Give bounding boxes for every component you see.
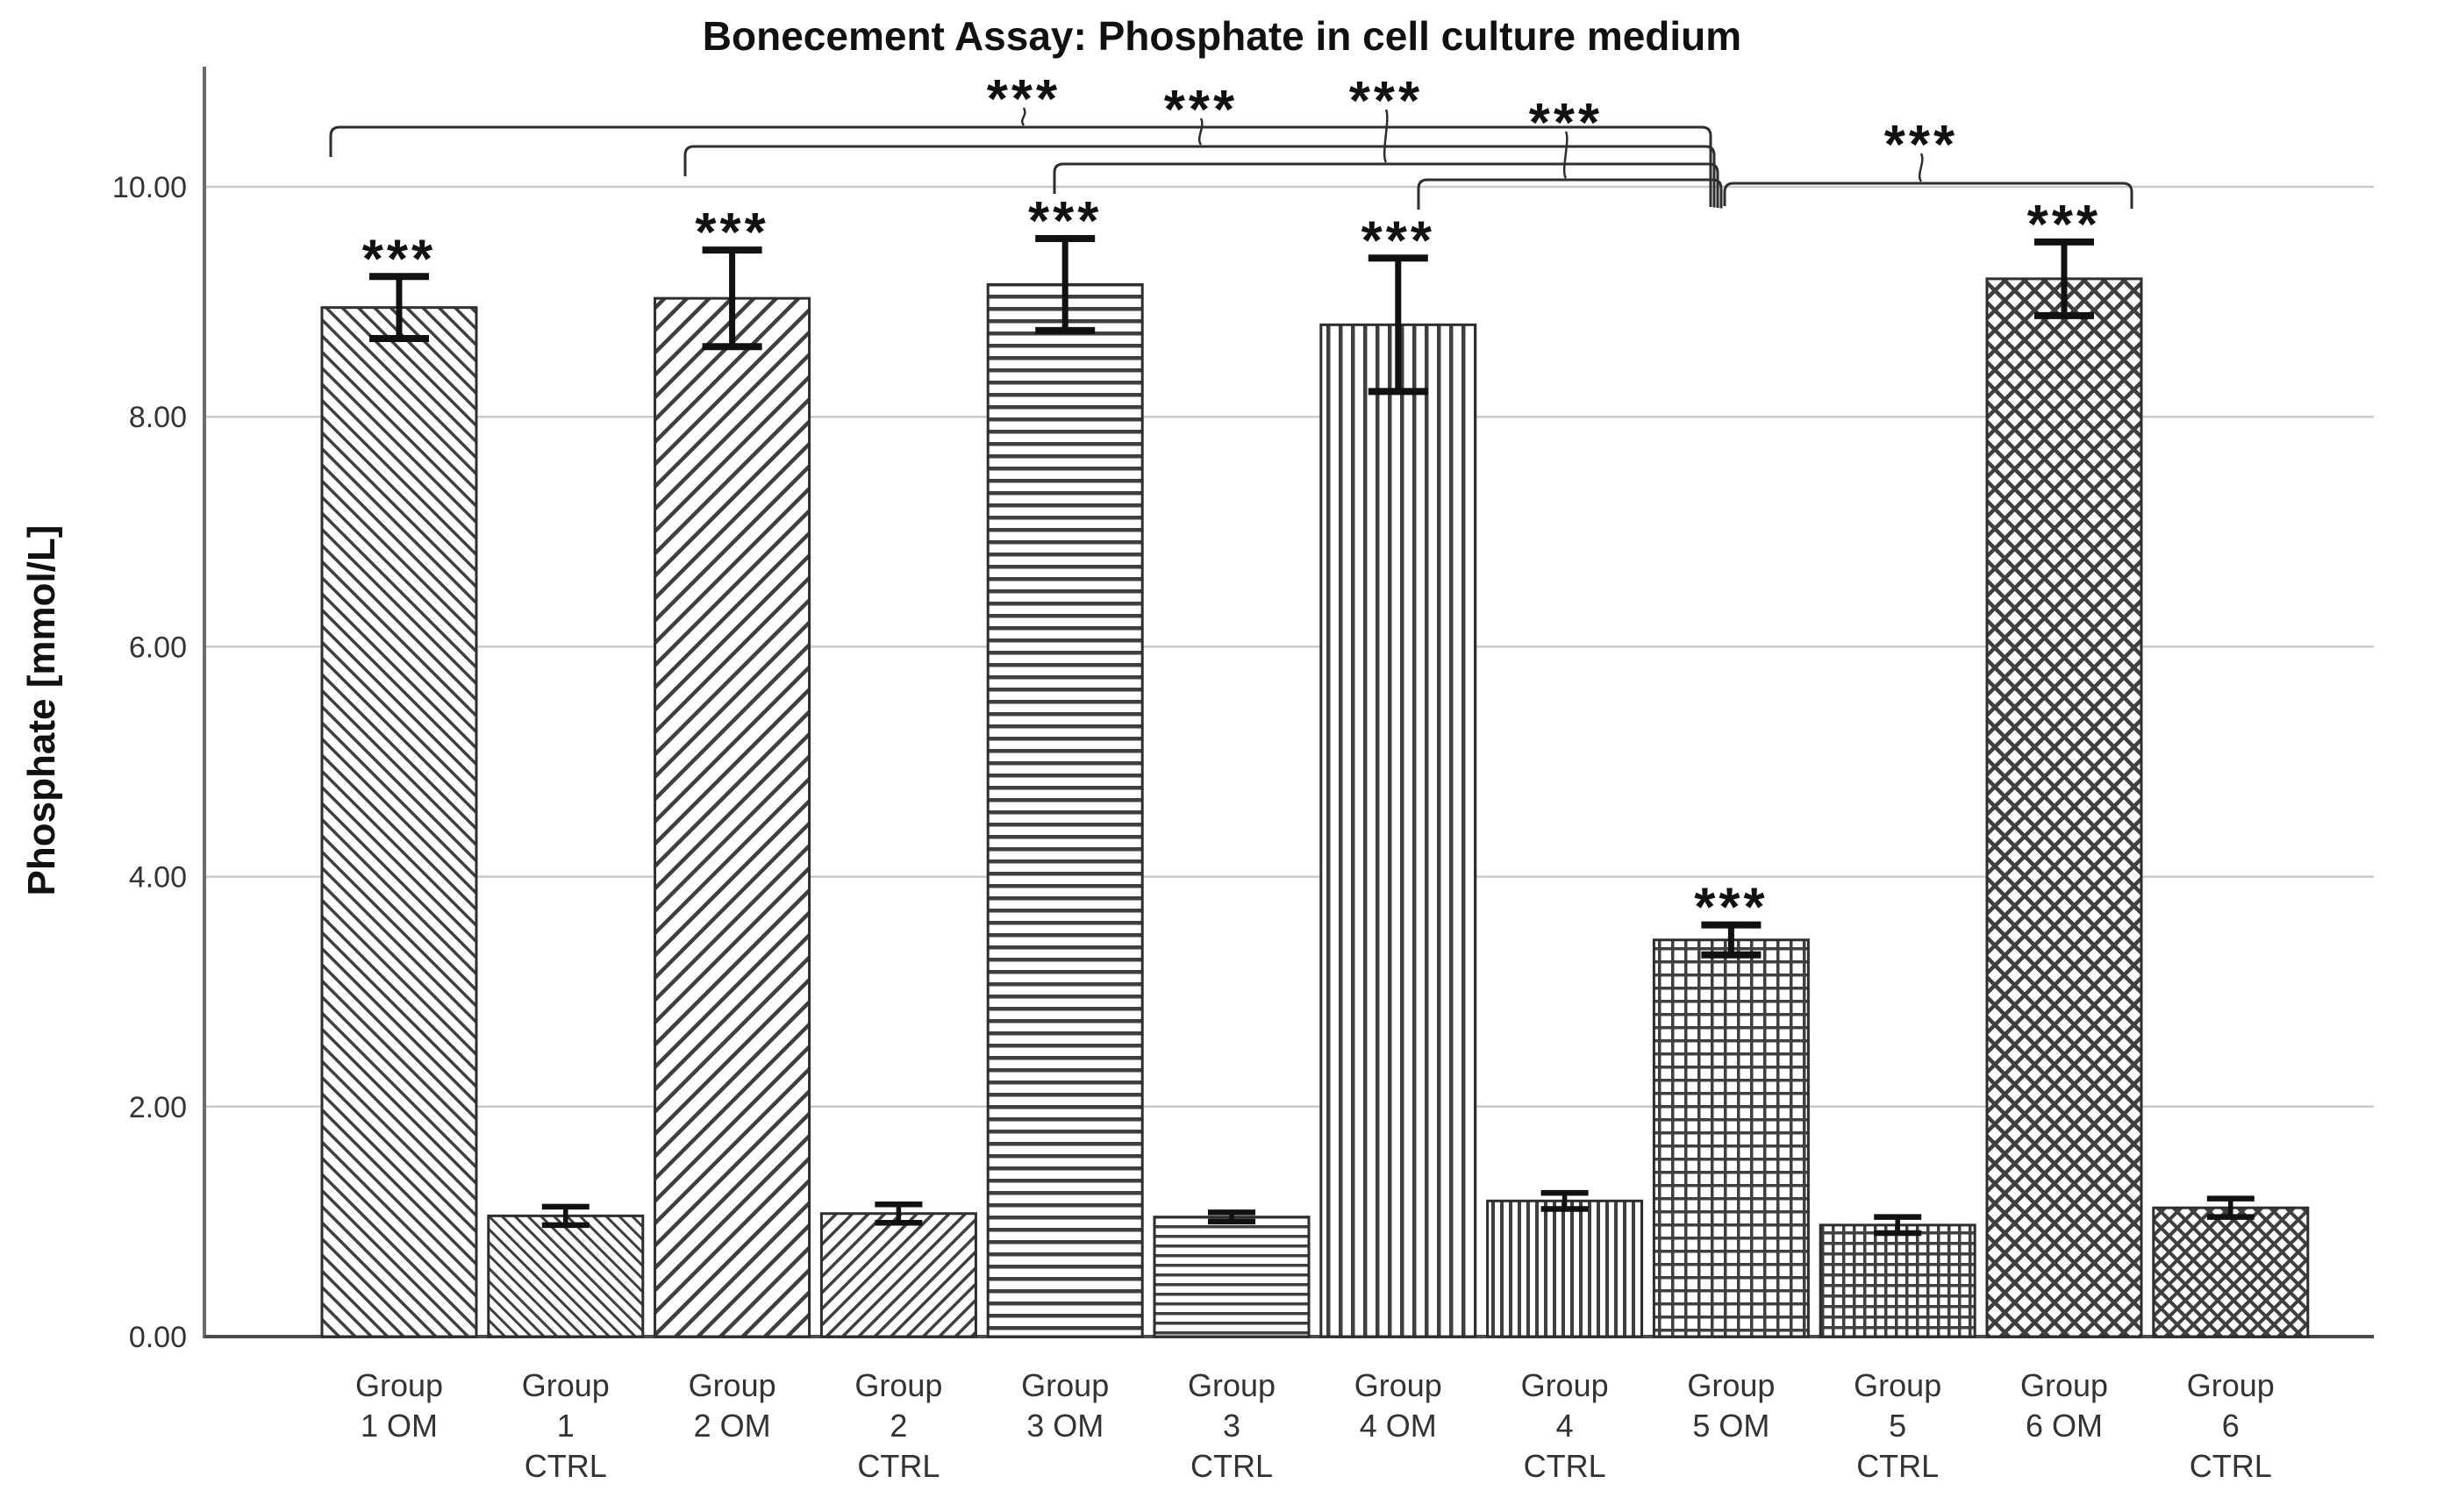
bar-hatch-fill (1153, 1216, 1311, 1338)
bar-group-1-ctrl (487, 1214, 645, 1338)
bracket-line (683, 145, 1716, 208)
bar-group-5-ctrl (1819, 1223, 1976, 1338)
bracket-line (1723, 182, 2133, 209)
bar-hatch-fill (1319, 323, 1477, 1338)
bracket-group-4-om-vs-group-5-om: *** (1417, 93, 1723, 210)
significance-stars-group-6-om: *** (2027, 195, 2101, 255)
error-bar-group-2-om (702, 246, 762, 351)
significance-brackets: *** *** *** *** *** (329, 69, 2133, 210)
bracket-line (1417, 178, 1723, 210)
x-tick-label-group-2-ctrl: Group 2 CTRL (854, 1367, 942, 1484)
x-tick-label-group-1-ctrl: Group 1 CTRL (522, 1367, 610, 1484)
bar-group-2-ctrl (819, 1212, 977, 1338)
error-bar-group-2-ctrl (875, 1201, 923, 1226)
significance-stars-group-2-om: *** (695, 203, 768, 263)
x-tick-label-group-3-om: Group 3 OM (1021, 1367, 1109, 1444)
bracket-significance-stars: *** (987, 69, 1061, 130)
bracket-label-pointer (1020, 107, 1026, 126)
bar-hatch-fill (1486, 1199, 1644, 1338)
x-tick-label-group-2-om: Group 2 OM (689, 1367, 776, 1444)
bracket-label-pointer (1918, 153, 1924, 182)
error-bar-group-1-ctrl (541, 1203, 590, 1229)
x-tick-label-group-1-om: Group 1 OM (355, 1367, 443, 1444)
bracket-group-1-om-vs-group-5-om: *** (329, 69, 1712, 207)
bar-group-2-om (654, 296, 811, 1338)
significance-stars-group-3-om: *** (1028, 191, 1102, 252)
bar-hatch-fill (986, 282, 1144, 1338)
y-tick-label-6.00: 6.00 (129, 631, 187, 664)
y-tick-label-4.00: 4.00 (129, 861, 187, 895)
bracket-line (329, 125, 1712, 207)
bar-group-4-ctrl (1486, 1199, 1644, 1338)
error-bars (369, 234, 2255, 1237)
bar-group-1-om (320, 306, 478, 1338)
bracket-line (1053, 162, 1719, 208)
x-tick-label-group-4-om: Group 4 OM (1354, 1367, 1442, 1444)
bars (320, 277, 2310, 1338)
bar-group-5-om (1652, 938, 1810, 1338)
error-bar-group-6-ctrl (2206, 1195, 2255, 1220)
bracket-group-2-om-vs-group-5-om: *** (683, 80, 1716, 208)
error-bar-group-3-ctrl (1208, 1209, 1255, 1225)
bar-hatch-fill (819, 1212, 977, 1338)
bar-hatch-fill (2152, 1206, 2310, 1338)
bar-hatch-fill (1985, 277, 2143, 1338)
bar-group-4-om (1319, 323, 1477, 1338)
significance-stars: *** *** *** *** *** *** (362, 191, 2101, 938)
error-bar-group-3-om (1035, 234, 1096, 334)
error-bar-group-5-om (1701, 921, 1762, 959)
significance-stars-group-1-om: *** (362, 229, 436, 289)
bar-hatch-fill (320, 306, 478, 1338)
significance-stars-group-5-om: *** (1694, 878, 1768, 938)
bar-group-6-ctrl (2152, 1206, 2310, 1338)
x-tick-label-group-6-ctrl: Group 6 CTRL (2187, 1367, 2275, 1484)
bar-hatch-fill (1652, 938, 1810, 1338)
y-tick-label-10.00: 10.00 (112, 171, 187, 204)
bracket-group-3-om-vs-group-5-om: *** (1053, 71, 1719, 208)
y-axis-title: Phosphate [mmol/L] (20, 525, 63, 896)
x-tick-label-group-5-om: Group 5 OM (1687, 1367, 1775, 1444)
chart-title: Bonecement Assay: Phosphate in cell cult… (702, 13, 1742, 59)
bracket-label-pointer (1197, 118, 1204, 146)
x-tick-label-group-3-ctrl: Group 3 CTRL (1188, 1367, 1276, 1484)
error-bar-group-1-om (369, 273, 429, 343)
error-bar-group-5-ctrl (1874, 1214, 1922, 1237)
y-tick-label-8.00: 8.00 (129, 401, 187, 434)
x-tick-label-group-4-ctrl: Group 4 CTRL (1521, 1367, 1609, 1484)
bracket-significance-stars: *** (1164, 80, 1238, 140)
error-bar-group-4-om (1368, 254, 1428, 396)
y-tick-label-2.00: 2.00 (129, 1091, 187, 1124)
bar-hatch-fill (654, 296, 811, 1338)
bar-hatch-fill (1819, 1223, 1976, 1338)
error-bar-group-6-om (2034, 238, 2094, 319)
bar-group-3-ctrl (1153, 1216, 1311, 1338)
bar-hatch-fill (487, 1214, 645, 1338)
x-tick-label-group-5-ctrl: Group 5 CTRL (1854, 1367, 1941, 1484)
bracket-significance-stars: *** (1349, 71, 1423, 132)
bracket-group-5-om-vs-group-6-om: *** (1723, 115, 2133, 209)
bracket-label-pointer (1562, 131, 1569, 179)
bracket-label-pointer (1383, 109, 1389, 163)
y-tick-label-0.00: 0.00 (129, 1321, 187, 1354)
x-tick-label-group-6-om: Group 6 OM (2020, 1367, 2108, 1444)
bracket-significance-stars: *** (1884, 115, 1958, 175)
error-bar-group-4-ctrl (1540, 1189, 1589, 1212)
bar-group-6-om (1985, 277, 2143, 1338)
axis-tick-labels: Group 1 OM Group 1 CTRL Group 2 OM Group 2 CTRL Gr… (112, 171, 2275, 1484)
significance-stars-group-4-om: *** (1361, 210, 1435, 271)
bracket-significance-stars: *** (1529, 93, 1603, 153)
bar-group-3-om (986, 282, 1144, 1338)
